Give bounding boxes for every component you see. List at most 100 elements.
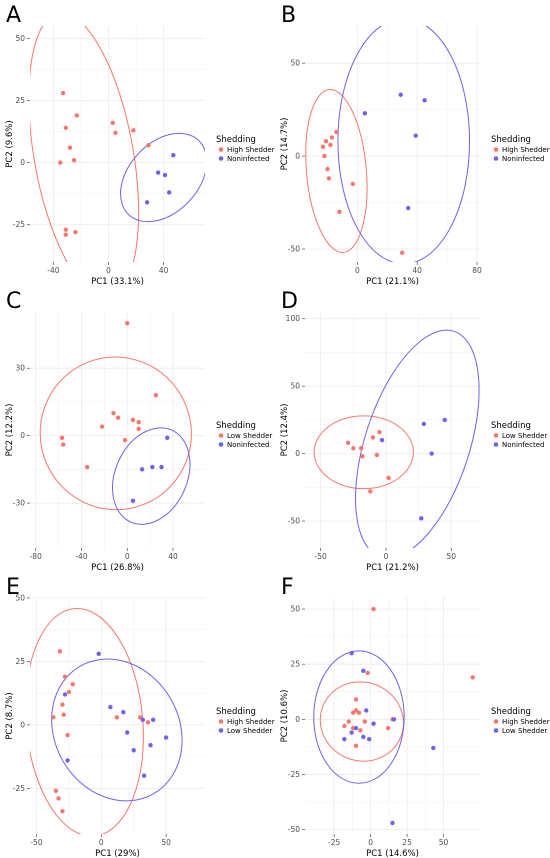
- data-point: [57, 649, 63, 654]
- plot-background: [305, 312, 480, 548]
- legend-key: [493, 156, 499, 161]
- data-point: [353, 697, 359, 702]
- x-axis-title: PC1 (21.1%): [366, 277, 419, 287]
- data-point: [346, 719, 351, 724]
- data-point: [325, 166, 330, 172]
- panel-letter: E: [6, 575, 20, 600]
- y-axis-title: PC2 (12.2%): [5, 404, 15, 457]
- panel-f: -25 0 25 50 -50 -25 0 25 50 PC1 (14.6%) PC2 (10.6%…: [280, 575, 550, 858]
- data-point: [145, 720, 151, 725]
- data-point: [65, 732, 70, 738]
- legend-key: [493, 719, 499, 724]
- x-tick-label: 0: [384, 552, 389, 561]
- data-point: [141, 773, 147, 778]
- data-point: [63, 125, 69, 131]
- legend-label: High Shedder: [502, 146, 550, 154]
- panel-letter: D: [281, 289, 298, 314]
- y-tick-label: 30: [15, 364, 25, 373]
- x-tick-label: -50: [315, 552, 327, 561]
- y-tick-label: 50: [290, 605, 300, 614]
- x-axis-title: PC1 (21.2%): [366, 563, 419, 573]
- data-point: [350, 181, 356, 187]
- data-point: [322, 153, 327, 159]
- legend-key: [218, 433, 224, 438]
- y-tick-label: -25: [13, 220, 25, 229]
- data-point: [349, 650, 354, 656]
- data-point: [67, 145, 73, 150]
- data-point: [371, 606, 376, 612]
- data-point: [121, 709, 126, 715]
- y-axis-title: PC2 (12.4%): [280, 404, 290, 457]
- data-point: [60, 808, 65, 814]
- panel-letter: C: [6, 289, 21, 314]
- x-tick-label: 50: [439, 838, 449, 847]
- data-point: [337, 209, 342, 215]
- x-axis-title: PC1 (29%): [95, 849, 140, 858]
- data-point: [431, 745, 436, 751]
- data-point: [358, 728, 363, 733]
- grid-lines: [305, 26, 480, 262]
- y-tick-label: -50: [288, 244, 300, 253]
- y-tick-label: 0: [20, 431, 25, 440]
- data-point: [63, 227, 69, 232]
- plot-area: [313, 329, 480, 548]
- data-point: [162, 172, 168, 178]
- legend-label: Noninfected: [227, 441, 269, 449]
- data-point: [60, 442, 66, 447]
- confidence-ellipse: [305, 88, 368, 253]
- confidence-ellipse: [120, 132, 205, 223]
- data-point: [84, 464, 90, 470]
- grid-lines: [305, 312, 480, 548]
- y-tick-label: 0: [20, 720, 25, 729]
- panel-letter: A: [6, 3, 21, 28]
- data-point: [406, 205, 411, 211]
- data-point: [353, 725, 359, 731]
- y-tick-label: 50: [15, 594, 25, 603]
- data-point: [385, 725, 391, 731]
- plot-area: [313, 606, 475, 826]
- data-point: [419, 516, 424, 521]
- legend-title: Shedding: [491, 421, 531, 431]
- data-point: [159, 464, 164, 470]
- legend-label: Noninfected: [502, 441, 544, 449]
- x-tick-label: 80: [472, 266, 482, 275]
- data-point: [365, 670, 370, 676]
- data-point: [140, 717, 145, 723]
- data-point: [442, 417, 447, 423]
- data-point: [58, 160, 63, 165]
- panel-letter: B: [281, 3, 296, 28]
- x-tick-label: -25: [328, 838, 340, 847]
- data-point: [329, 135, 335, 140]
- data-point: [96, 651, 101, 657]
- legend-label: Low Shedder: [227, 432, 272, 440]
- plot-background: [305, 26, 480, 262]
- data-point: [358, 446, 364, 451]
- x-tick-label: 0: [355, 266, 360, 275]
- data-point: [108, 704, 113, 710]
- confidence-ellipse: [30, 607, 144, 834]
- data-point: [131, 128, 136, 133]
- data-point: [114, 715, 120, 720]
- data-point: [59, 435, 65, 441]
- legend-key: [218, 728, 224, 733]
- x-tick-label: 0: [368, 838, 373, 847]
- y-tick-label: -25: [13, 784, 25, 793]
- y-tick-label: 100: [286, 314, 301, 323]
- y-tick-label: 50: [290, 59, 300, 68]
- y-tick-label: 25: [15, 657, 25, 666]
- confidence-ellipse: [51, 658, 183, 802]
- panel-d: -50 0 50 -50 0 50 100 PC1 (21.2%) PC2 (12.4%) D Sh…: [280, 289, 547, 573]
- plot-area: [39, 321, 192, 525]
- data-point: [361, 734, 366, 740]
- data-point: [470, 675, 475, 680]
- grid-lines: [305, 598, 480, 834]
- y-tick-label: 0: [295, 152, 300, 161]
- data-point: [139, 467, 145, 472]
- legend-title: Shedding: [216, 707, 256, 717]
- data-point: [115, 415, 121, 420]
- data-point: [368, 489, 373, 494]
- data-point: [323, 139, 329, 144]
